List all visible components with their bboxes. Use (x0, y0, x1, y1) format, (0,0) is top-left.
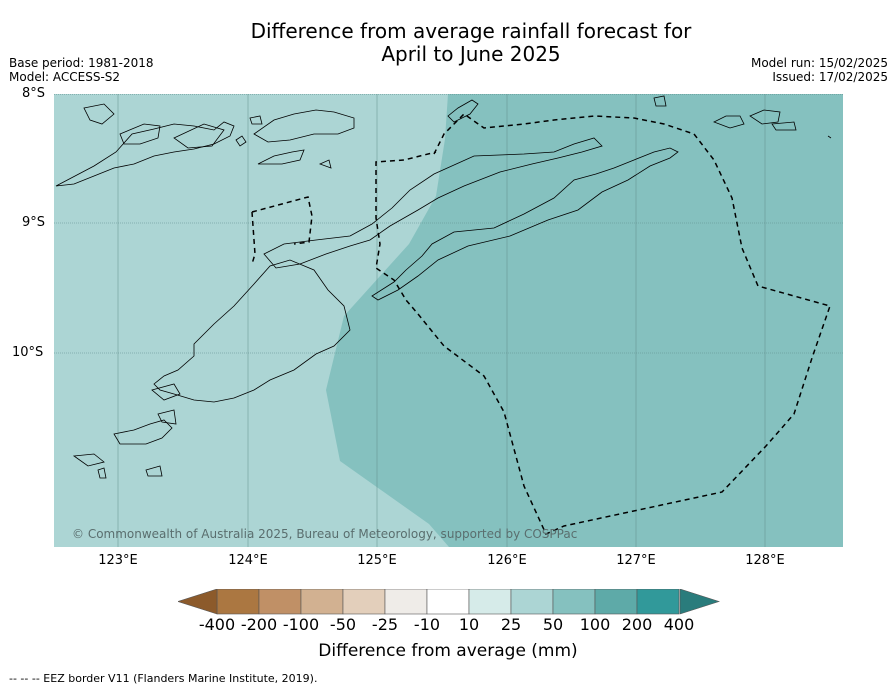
colorbar-cell (300, 589, 344, 615)
lon-label-123e: 123°E (98, 553, 138, 568)
lon-label-127e: 127°E (616, 553, 656, 568)
coastlines (55, 95, 832, 479)
colorbar-cell (636, 589, 680, 615)
colorbar-tick-label: 100 (579, 615, 611, 634)
copyright-text: © Commonwealth of Australia 2025, Bureau… (72, 527, 577, 541)
colorbar-cell (468, 589, 512, 615)
colorbar-tick-label: 400 (663, 615, 695, 634)
colorbar-tick-label: -100 (282, 615, 320, 634)
lon-label-124e: 124°E (228, 553, 268, 568)
colorbar-cell (384, 589, 428, 615)
lon-label-128e: 128°E (745, 553, 785, 568)
colorbar-tick-label: 25 (500, 615, 522, 634)
meta-right: Model run: 15/02/2025 Issued: 17/02/2025 (751, 56, 888, 84)
eez-border (251, 113, 831, 535)
lat-label-8s: 8°S (22, 86, 46, 101)
lat-gridlines (54, 94, 843, 354)
lon-label-125e: 125°E (357, 553, 397, 568)
colorbar-tick-label: -200 (240, 615, 278, 634)
colorbar-tick-label: 200 (621, 615, 653, 634)
model-run-text: Model run: 15/02/2025 (750, 56, 888, 70)
lat-label-10s: 10°S (12, 345, 44, 360)
title-line-2: April to June 2025 (381, 42, 561, 66)
colorbar-label: Difference from average (mm) (318, 641, 578, 661)
colorbar-tick-label: -25 (371, 615, 399, 634)
base-period-text: Base period: 1981-2018 (9, 56, 154, 70)
model-text: Model: ACCESS-S2 (9, 70, 121, 84)
colorbar-cell (426, 589, 470, 615)
colorbar-cell (594, 589, 638, 615)
lat-label-9s: 9°S (22, 215, 46, 230)
colorbar-tick-label: 50 (542, 615, 564, 634)
colorbar-cell (258, 589, 302, 615)
colorbar-cell (216, 589, 260, 615)
colorbar-tick-label: -10 (413, 615, 441, 634)
meta-left: Base period: 1981-2018 Model: ACCESS-S2 (9, 56, 154, 84)
colorbar-cell (510, 589, 554, 615)
lon-label-126e: 126°E (487, 553, 527, 568)
mid-region (326, 94, 843, 547)
colorbar-tick-label: 10 (458, 615, 480, 634)
eez-footnote: -- -- -- EEZ border V11 (Flanders Marine… (9, 672, 318, 685)
colorbar-tick-label: -400 (198, 615, 236, 634)
colorbar-cell (342, 589, 386, 615)
title-line-1: Difference from average rainfall forecas… (250, 19, 692, 43)
colorbar-cell (552, 589, 596, 615)
colorbar-tick-label: -50 (329, 615, 357, 634)
map-title: Difference from average rainfall forecas… (0, 20, 896, 66)
colorbar-high-extension (679, 589, 720, 615)
issued-text: Issued: 17/02/2025 (772, 70, 888, 84)
lon-gridlines (117, 94, 766, 547)
rainfall-map: © Commonwealth of Australia 2025, Bureau… (54, 94, 843, 547)
colorbar-low-extension (178, 589, 218, 615)
colorbar (178, 589, 720, 615)
